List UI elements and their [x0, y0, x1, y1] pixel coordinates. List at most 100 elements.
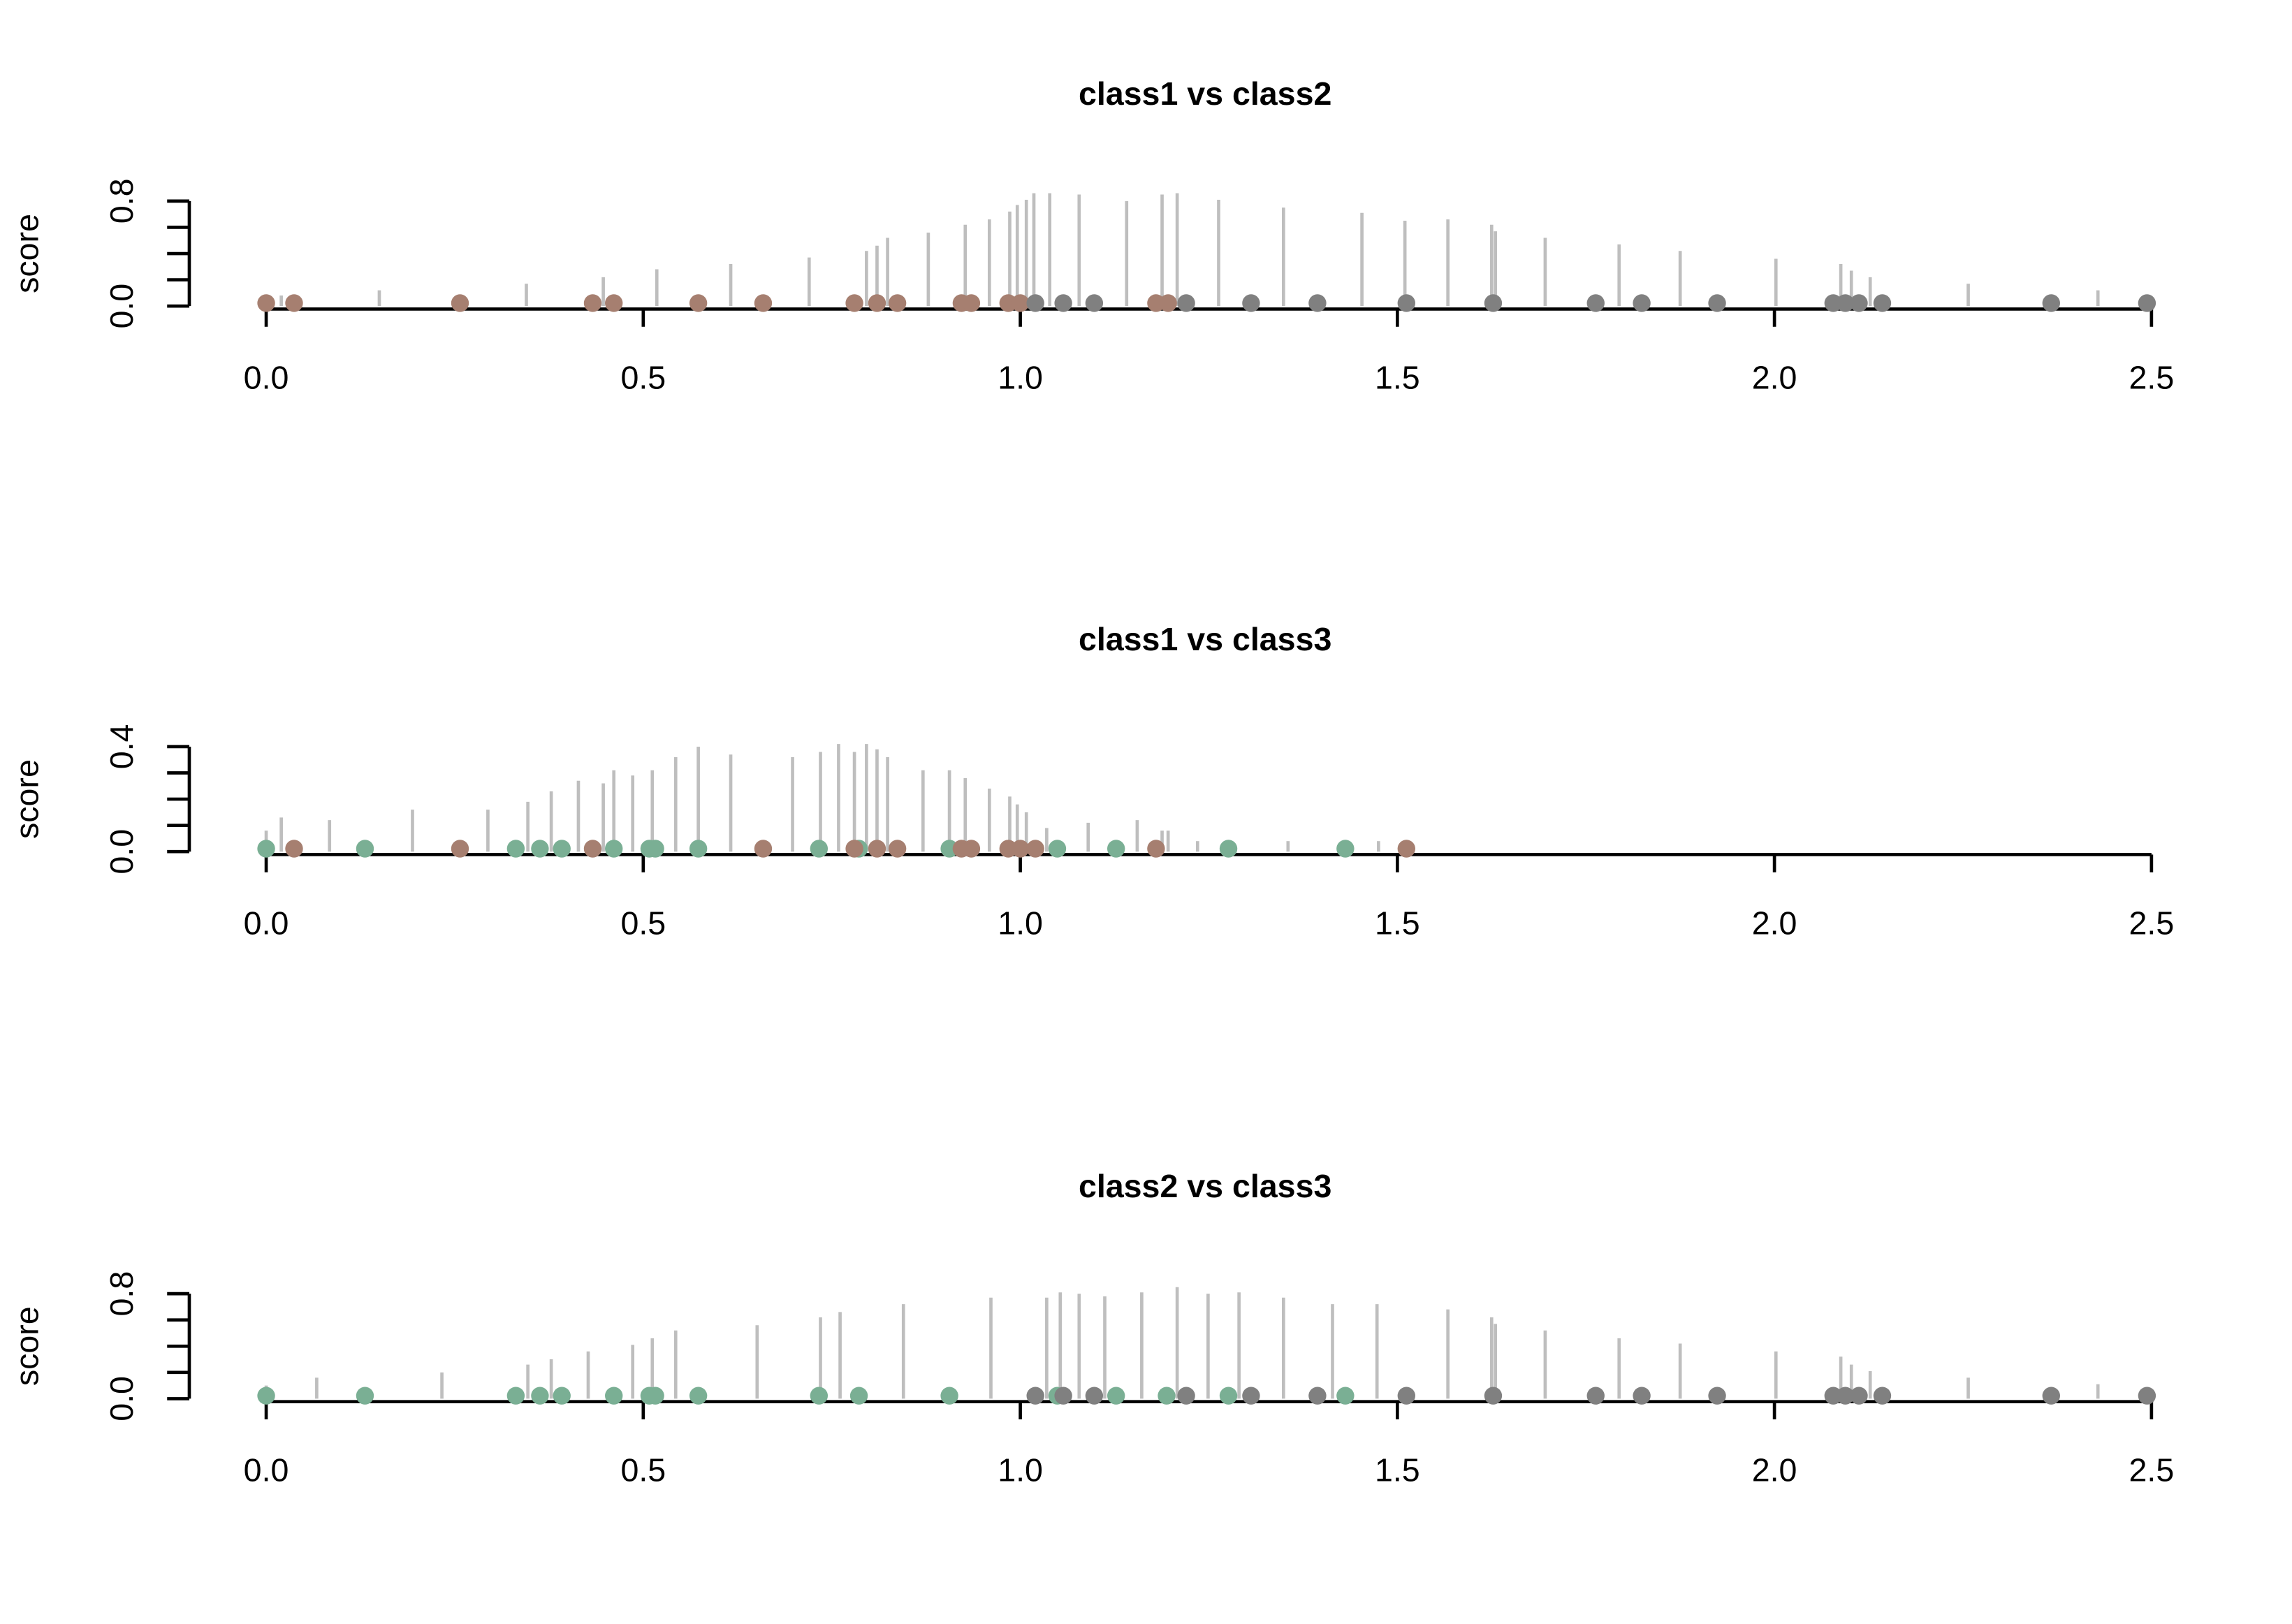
y-axis-label: score [9, 1306, 45, 1386]
point [1054, 1387, 1072, 1405]
point [962, 294, 981, 312]
x-tick-label: 0.5 [620, 359, 666, 395]
point [2138, 1387, 2156, 1405]
point [506, 1387, 525, 1405]
point [1633, 1387, 1651, 1405]
point [1159, 294, 1177, 312]
point [845, 294, 863, 312]
point [868, 840, 886, 858]
point [1177, 294, 1195, 312]
point [1011, 294, 1030, 312]
x-tick-label: 2.0 [1752, 905, 1797, 941]
panel-title: class1 vs class3 [1079, 621, 1331, 657]
point [583, 294, 602, 312]
point [1850, 294, 1868, 312]
point [1147, 840, 1165, 858]
point [531, 1387, 549, 1405]
x-tick-label: 1.5 [1375, 905, 1420, 941]
point [1708, 1387, 1726, 1405]
point [1484, 1387, 1503, 1405]
point [1219, 840, 1238, 858]
point [531, 840, 549, 858]
x-tick-label: 0.5 [620, 905, 666, 941]
point [1242, 294, 1260, 312]
point [849, 1387, 868, 1405]
panel: class1 vs class2 score 0.0 0.5 1.0 1.5 2.0 2.5 0… [9, 75, 2175, 395]
point [689, 1387, 708, 1405]
point [1397, 1387, 1415, 1405]
point [962, 840, 981, 858]
x-tick-label: 1.5 [1375, 1452, 1420, 1488]
point [1308, 1387, 1327, 1405]
point [2042, 294, 2060, 312]
point [257, 840, 275, 858]
point [1026, 840, 1044, 858]
point [1177, 1387, 1195, 1405]
point [845, 840, 863, 858]
point [257, 294, 275, 312]
x-tick-label: 2.5 [2129, 905, 2175, 941]
x-tick-label: 2.5 [2129, 1452, 2175, 1488]
y-tick-label: 0.8 [103, 1271, 140, 1317]
point [1011, 840, 1030, 858]
point [868, 294, 886, 312]
point [553, 840, 571, 858]
x-tick-label: 1.5 [1375, 359, 1420, 395]
y-tick-label: 0.8 [103, 179, 140, 224]
point [2138, 294, 2156, 312]
point [754, 840, 773, 858]
point [356, 840, 374, 858]
point [1633, 294, 1651, 312]
panel: class2 vs class3 score 0.0 0.5 1.0 1.5 2.0 2.5 0… [9, 1168, 2175, 1488]
x-tick-label: 0.0 [244, 905, 289, 941]
y-tick-label: 0.0 [103, 829, 140, 875]
point [451, 840, 469, 858]
y-tick-label: 0.0 [103, 284, 140, 329]
point [285, 294, 303, 312]
point [810, 1387, 829, 1405]
point [451, 294, 469, 312]
point [888, 294, 907, 312]
point [356, 1387, 374, 1405]
point [1850, 1387, 1868, 1405]
point [1397, 840, 1415, 858]
point [605, 840, 623, 858]
point [1873, 294, 1892, 312]
point [1586, 294, 1605, 312]
point [646, 1387, 664, 1405]
point [1242, 1387, 1260, 1405]
point [1873, 1387, 1892, 1405]
point [506, 840, 525, 858]
point [1219, 1387, 1238, 1405]
y-axis-label: score [9, 214, 45, 293]
point [1836, 294, 1855, 312]
point [285, 840, 303, 858]
x-tick-label: 2.0 [1752, 359, 1797, 395]
point [1336, 840, 1355, 858]
panel: class1 vs class3 score 0.0 0.5 1.0 1.5 2.0 2.5 0… [9, 621, 2175, 941]
x-tick-label: 1.0 [998, 359, 1043, 395]
point [940, 1387, 958, 1405]
point [1836, 1387, 1855, 1405]
point [646, 840, 664, 858]
point [1107, 1387, 1125, 1405]
point [1107, 840, 1125, 858]
point [1397, 294, 1415, 312]
point [1054, 294, 1072, 312]
point [1708, 294, 1726, 312]
point [2042, 1387, 2060, 1405]
point [1336, 1387, 1355, 1405]
x-tick-label: 0.5 [620, 1452, 666, 1488]
point [810, 840, 829, 858]
point [605, 294, 623, 312]
panel-title: class1 vs class2 [1079, 75, 1331, 112]
point [888, 840, 907, 858]
point [553, 1387, 571, 1405]
point [689, 840, 708, 858]
y-tick-label: 0.0 [103, 1376, 140, 1421]
point [1586, 1387, 1605, 1405]
point [583, 840, 602, 858]
point [257, 1387, 275, 1405]
